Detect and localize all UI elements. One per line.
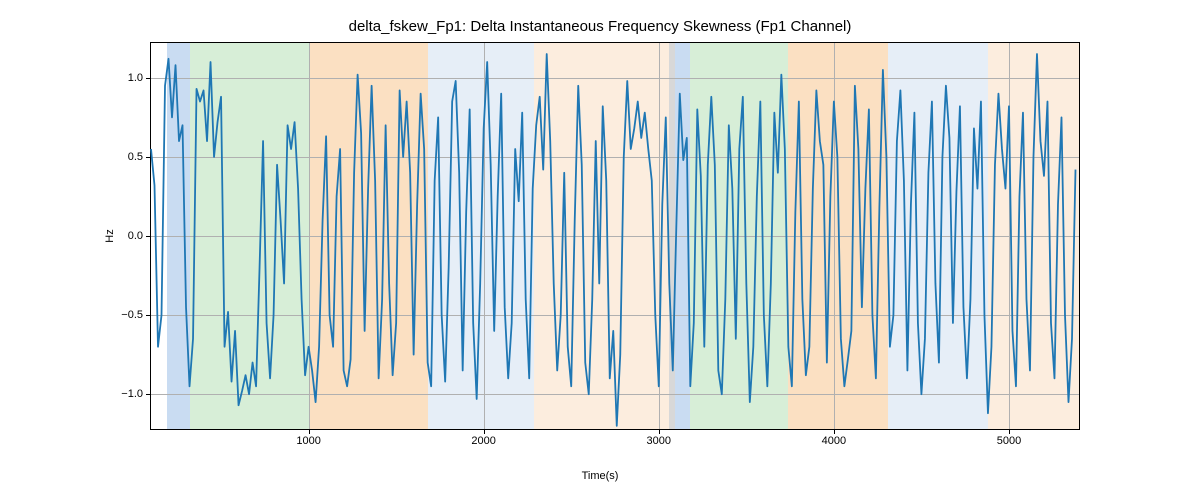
figure: delta_fskew_Fp1: Delta Instantaneous Fre… [0, 0, 1200, 500]
x-tick-mark [484, 429, 485, 434]
line-layer [151, 43, 1079, 429]
y-tick-label: −1.0 [121, 388, 143, 400]
y-tick-label: 0.5 [128, 151, 143, 163]
x-tick-mark [834, 429, 835, 434]
x-axis-label: Time(s) [0, 470, 1200, 482]
y-tick-label: 1.0 [128, 72, 143, 84]
y-tick-label: 0.0 [128, 230, 143, 242]
x-tick-mark [1009, 429, 1010, 434]
x-tick-label: 1000 [296, 435, 320, 447]
x-tick-label: 3000 [647, 435, 671, 447]
plot-area: −1.0−0.50.00.51.010002000300040005000 [150, 42, 1080, 430]
y-tick-label: −0.5 [121, 309, 143, 321]
chart-title: delta_fskew_Fp1: Delta Instantaneous Fre… [0, 18, 1200, 35]
x-tick-mark [659, 429, 660, 434]
x-tick-label: 2000 [471, 435, 495, 447]
x-tick-label: 4000 [822, 435, 846, 447]
x-tick-mark [309, 429, 310, 434]
y-axis-label: Hz [104, 229, 116, 242]
x-tick-label: 5000 [997, 435, 1021, 447]
series-line [151, 54, 1075, 426]
